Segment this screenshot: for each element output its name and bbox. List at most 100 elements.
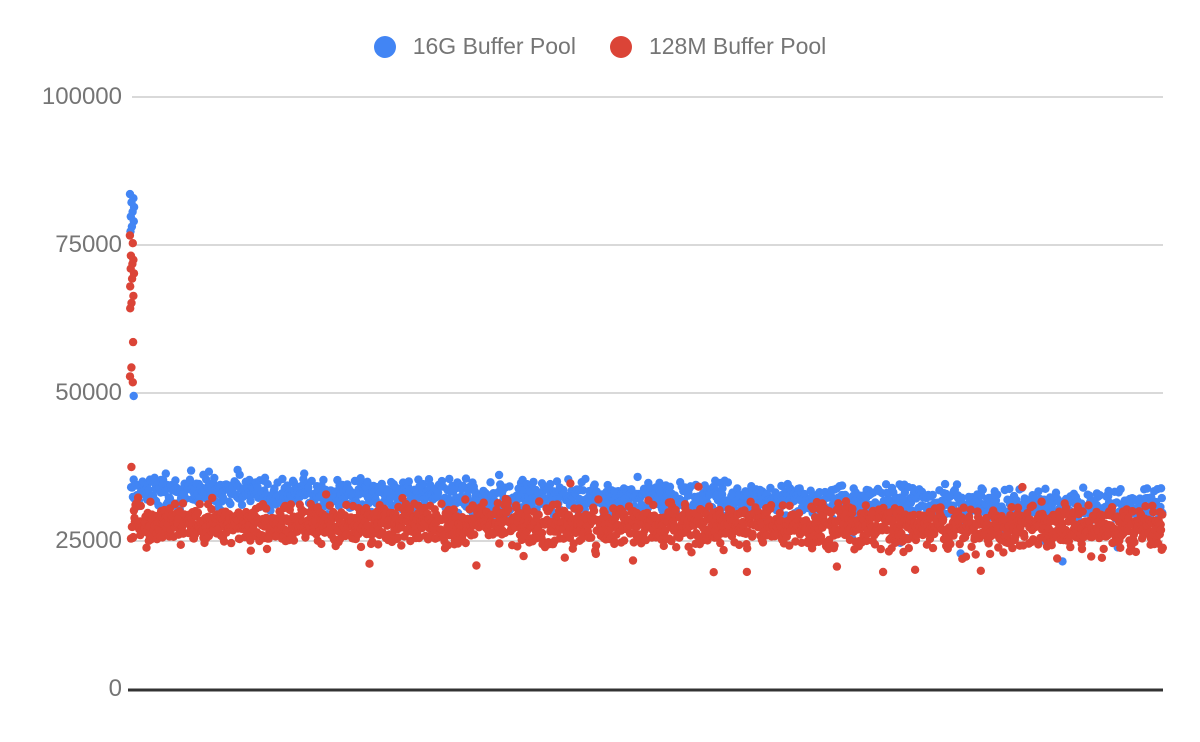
data-point-128m[interactable]: [1149, 508, 1158, 517]
data-point-16g[interactable]: [204, 467, 214, 476]
data-point-128m[interactable]: [534, 510, 543, 519]
data-point-128m[interactable]: [1131, 547, 1141, 557]
data-point-128m[interactable]: [610, 538, 619, 547]
data-point-128m[interactable]: [170, 499, 180, 509]
data-point-128m[interactable]: [1000, 515, 1009, 525]
data-point-128m[interactable]: [809, 504, 818, 514]
data-point-128m[interactable]: [625, 529, 635, 538]
data-point-16g[interactable]: [1079, 483, 1088, 492]
data-point-128m[interactable]: [523, 506, 532, 516]
data-point-128m[interactable]: [443, 541, 453, 550]
data-point-128m[interactable]: [999, 548, 1008, 557]
data-point-128m[interactable]: [1156, 525, 1166, 535]
data-point-128m[interactable]: [1141, 502, 1150, 511]
data-point-128m[interactable]: [289, 536, 299, 545]
data-point-128m[interactable]: [1078, 507, 1087, 516]
data-point-128m[interactable]: [841, 497, 851, 506]
data-point-128m[interactable]: [1053, 554, 1062, 563]
data-point-128m[interactable]: [848, 504, 857, 513]
data-point-16g[interactable]: [993, 490, 1002, 499]
data-point-128m[interactable]: [1061, 503, 1071, 513]
data-point-16g[interactable]: [300, 469, 309, 478]
data-point-16g[interactable]: [1041, 484, 1050, 493]
data-point-128m[interactable]: [365, 559, 374, 568]
data-point-128m[interactable]: [785, 541, 794, 550]
data-point-128m[interactable]: [575, 504, 584, 513]
data-point-16g[interactable]: [717, 490, 727, 499]
data-point-128m[interactable]: [1020, 532, 1029, 541]
data-point-128m[interactable]: [659, 541, 668, 551]
data-point-128m[interactable]: [133, 493, 143, 502]
data-point-128m[interactable]: [1077, 544, 1087, 554]
data-point-128m[interactable]: [461, 495, 470, 504]
data-point-128m[interactable]: [1158, 510, 1167, 519]
data-point-128m[interactable]: [479, 498, 488, 507]
data-point-128m[interactable]: [649, 500, 658, 510]
data-point-16g[interactable]: [1104, 486, 1113, 496]
data-point-128m[interactable]: [1066, 542, 1075, 552]
data-point-128m[interactable]: [374, 540, 383, 549]
data-point-16g[interactable]: [171, 476, 180, 485]
data-point-16g[interactable]: [777, 481, 786, 491]
data-point-128m[interactable]: [437, 499, 446, 508]
data-point-16g[interactable]: [226, 499, 235, 509]
data-point-outlier-16g[interactable]: [129, 391, 138, 401]
data-point-128m[interactable]: [967, 542, 976, 551]
data-point-128m[interactable]: [449, 505, 459, 514]
data-point-128m[interactable]: [1107, 503, 1117, 512]
data-point-16g[interactable]: [1005, 484, 1014, 494]
data-point-128m[interactable]: [1097, 553, 1107, 562]
data-point-16g[interactable]: [161, 469, 170, 478]
data-point-16g[interactable]: [633, 472, 642, 482]
data-point-128m[interactable]: [193, 508, 203, 517]
data-point-16g[interactable]: [723, 478, 733, 487]
data-point-16g[interactable]: [1034, 487, 1043, 496]
data-point-128m[interactable]: [1028, 535, 1038, 544]
data-point-128m[interactable]: [560, 553, 569, 562]
data-point-128m[interactable]: [503, 498, 512, 507]
data-point-128m[interactable]: [553, 500, 562, 509]
data-point-16g[interactable]: [837, 481, 847, 490]
data-point-128m[interactable]: [537, 528, 547, 538]
data-point-128m[interactable]: [1047, 541, 1056, 550]
data-point-outlier-128m[interactable]: [126, 282, 135, 291]
data-point-128m[interactable]: [513, 542, 522, 551]
data-point-128m[interactable]: [470, 530, 479, 539]
data-point-128m[interactable]: [832, 562, 842, 571]
data-point-128m[interactable]: [1013, 503, 1023, 512]
data-point-128m[interactable]: [928, 543, 938, 553]
data-point-128m[interactable]: [397, 523, 406, 532]
data-point-128m[interactable]: [262, 544, 272, 554]
data-point-128m[interactable]: [566, 479, 575, 488]
legend-item-128m-buffer-pool[interactable]: 128M Buffer Pool: [609, 33, 826, 60]
data-point-128m[interactable]: [816, 532, 826, 541]
data-point-128m[interactable]: [667, 536, 676, 546]
data-point-128m[interactable]: [878, 567, 888, 577]
data-point-16g[interactable]: [260, 473, 270, 482]
data-point-128m[interactable]: [904, 544, 913, 553]
data-point-128m[interactable]: [876, 544, 885, 554]
data-point-128m[interactable]: [591, 549, 601, 559]
data-point-16g[interactable]: [283, 481, 292, 490]
data-point-128m[interactable]: [461, 538, 470, 548]
data-point-16g[interactable]: [263, 479, 272, 489]
data-point-128m[interactable]: [758, 538, 768, 547]
data-point-128m[interactable]: [519, 551, 528, 561]
data-point-128m[interactable]: [535, 497, 544, 506]
data-point-128m[interactable]: [834, 499, 843, 508]
data-point-outlier-128m[interactable]: [128, 239, 137, 248]
data-point-128m[interactable]: [985, 549, 995, 559]
data-point-128m[interactable]: [246, 536, 255, 545]
data-point-128m[interactable]: [286, 500, 296, 509]
data-point-128m[interactable]: [936, 503, 945, 512]
data-point-128m[interactable]: [594, 495, 603, 504]
data-point-16g[interactable]: [940, 479, 950, 489]
data-point-16g[interactable]: [218, 493, 228, 502]
data-point-128m[interactable]: [219, 537, 229, 546]
data-point-16g[interactable]: [957, 493, 967, 502]
data-point-128m[interactable]: [766, 501, 776, 510]
data-point-outlier-128m[interactable]: [129, 291, 138, 301]
data-point-16g[interactable]: [978, 485, 987, 494]
data-point-128m[interactable]: [794, 509, 804, 518]
